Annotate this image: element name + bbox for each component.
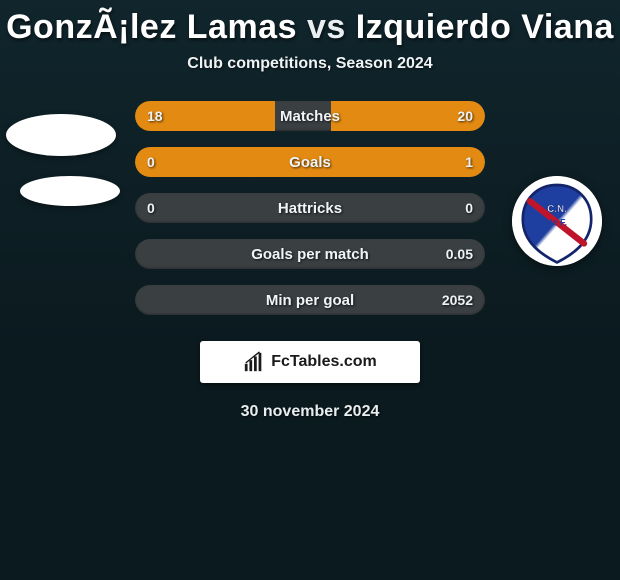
player-2-name: Izquierdo Viana [356, 8, 614, 46]
club-crest-icon: C.N. de F. [512, 176, 602, 266]
stat-value-left: 0 [147, 193, 155, 223]
stats-rows: Matches1820 Goals01 Hattricks0 0 Goals per m… [135, 101, 485, 315]
stat-value-right: 0 [465, 193, 473, 223]
date-line: 30 november 2024 [0, 403, 620, 421]
player-1-badge [6, 114, 116, 156]
svg-text:C.N.: C.N. [547, 204, 567, 215]
stat-label: Goals per match [135, 239, 485, 269]
ellipse-icon [20, 176, 120, 206]
comparison-card: GonzÃ¡lez Lamas vs Izquierdo Viana Club … [0, 0, 620, 580]
stat-bar-left [135, 147, 198, 177]
stat-row: Min per goal2052 [135, 285, 485, 315]
stat-label: Min per goal [135, 285, 485, 315]
subtitle: Club competitions, Season 2024 [0, 55, 620, 73]
stat-value-right: 0.05 [446, 239, 473, 269]
brand-footer: FcTables.com [200, 341, 420, 383]
stat-bar-left [135, 101, 275, 131]
stat-row: Goals01 [135, 147, 485, 177]
player-1-badge-secondary [20, 176, 120, 206]
page-title: GonzÃ¡lez Lamas vs Izquierdo Viana [0, 8, 620, 47]
stat-value-right: 2052 [442, 285, 473, 315]
ellipse-icon [6, 114, 116, 156]
bar-chart-icon [243, 351, 265, 373]
stat-row: Matches1820 [135, 101, 485, 131]
stat-row: Hattricks0 0 [135, 193, 485, 223]
stat-bar-right [198, 147, 485, 177]
svg-text:de F.: de F. [547, 218, 567, 228]
title-separator: vs [307, 8, 346, 46]
brand-text: FcTables.com [271, 353, 377, 371]
player-1-name: GonzÃ¡lez Lamas [6, 8, 297, 46]
player-2-club-logo: C.N. de F. [512, 176, 602, 266]
stat-label: Hattricks [135, 193, 485, 223]
stat-row: Goals per match0.05 [135, 239, 485, 269]
stat-bar-right [331, 101, 485, 131]
